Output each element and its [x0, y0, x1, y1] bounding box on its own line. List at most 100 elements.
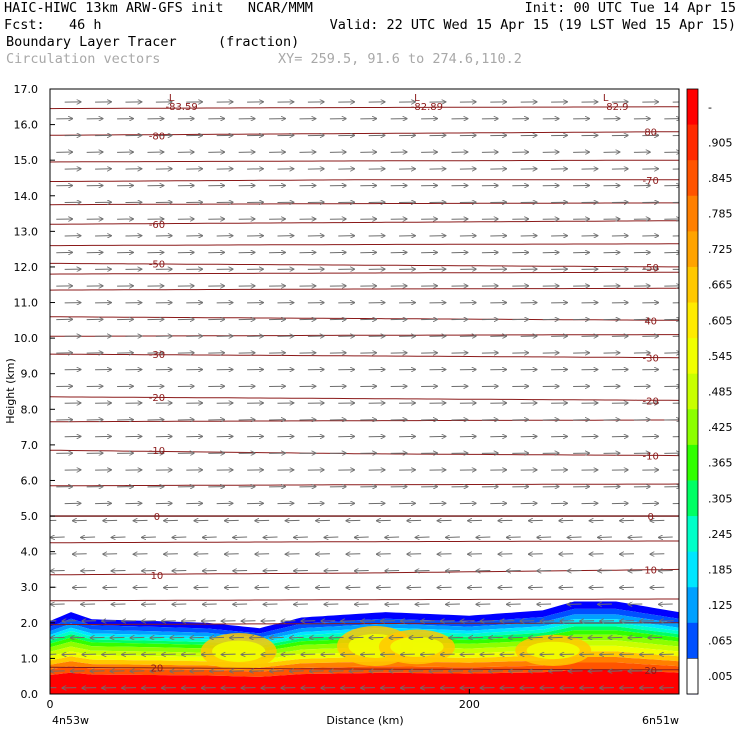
- contour-label-left: -50: [149, 259, 165, 270]
- contour--30: [50, 353, 679, 359]
- y-tick-label: 3.0: [21, 581, 39, 594]
- colorbar-swatch: [687, 373, 698, 410]
- colorbar-label: .125: [708, 599, 733, 612]
- contour-extra-1: [50, 598, 679, 602]
- contour-label-right: -20: [643, 396, 659, 407]
- colorbar-swatch: [687, 231, 698, 268]
- colorbar-label: .545: [708, 350, 733, 363]
- colorbar-swatch: [687, 338, 698, 375]
- colorbar-label: .065: [708, 635, 733, 648]
- colorbar-swatch: [687, 124, 698, 161]
- y-axis-label: Height (km): [4, 358, 17, 424]
- contour--20: [50, 396, 679, 401]
- y-tick-label: 13.0: [14, 225, 39, 238]
- contour-extra-5: [50, 334, 679, 337]
- contour-extra-9: [50, 202, 679, 206]
- colorbar-label: .665: [708, 279, 733, 292]
- x-axis-end-label: 6n51w: [642, 714, 679, 727]
- colorbar-label: .305: [708, 492, 733, 505]
- colorbar-label: .485: [708, 386, 733, 399]
- header-line1-right: Init: 00 UTC Tue 14 Apr 15: [524, 0, 736, 16]
- contour-labels: 20 20 10 10 0 0 -10 -10 -20 -20 -30 -30 40 -50 -50 -60 -…: [149, 128, 659, 677]
- colorbar-label: .425: [708, 421, 733, 434]
- y-tick-label: 11.0: [14, 297, 39, 310]
- colorbar-swatch: [687, 622, 698, 659]
- y-tick-label: 9.0: [21, 368, 39, 381]
- contour-extra-8: [50, 243, 679, 247]
- contour-label-left: -80: [149, 131, 165, 142]
- contour--80: [50, 131, 679, 136]
- colorbar-swatch: [687, 409, 698, 446]
- contour-extra-7: [50, 271, 679, 275]
- y-tick-label: 6.0: [21, 474, 39, 487]
- contour-label-left: -10: [149, 446, 165, 457]
- contour-label-right: -70: [643, 176, 659, 187]
- contour--60: [50, 220, 679, 225]
- colorbar-label: .605: [708, 314, 733, 327]
- contour-label-left: -60: [149, 220, 165, 231]
- colorbar-swatch-lowest: [686, 658, 699, 695]
- colorbar-swatch: [687, 587, 698, 624]
- colorbar-swatch: [687, 516, 698, 553]
- colorbar-label: .365: [708, 457, 733, 470]
- plot-frame: [49, 88, 680, 695]
- contour-label-right: 10: [644, 565, 657, 576]
- tracer-core-0: [212, 640, 266, 662]
- tracer-core-3: [526, 641, 580, 660]
- contour-extra-11: [50, 106, 679, 110]
- colorbar-swatch: [687, 480, 698, 517]
- y-tick-label: 4.0: [21, 546, 39, 559]
- contour-label-left: 0: [154, 512, 160, 523]
- contour-extra-10: [50, 159, 679, 163]
- y-tick-label: 5.0: [21, 510, 39, 523]
- x-tick-label: 0: [47, 698, 54, 711]
- x-axis-label: Distance (km): [326, 714, 403, 727]
- y-tick-label: 12.0: [14, 261, 39, 274]
- x-axis: 0 200: [47, 689, 480, 711]
- tracer-band-0: [50, 601, 679, 634]
- tracer-band-12: [50, 662, 679, 677]
- contour-extra-6: [50, 287, 679, 291]
- y-tick-label: 14.0: [14, 190, 39, 203]
- contour-label-right: 0: [648, 512, 654, 523]
- colorbar-label: .785: [708, 208, 733, 221]
- y-axis: 0.0 1.0 2.0 3.0 4.0 5.0 6.0 7.0 8.0 9.0 10.0 11.0 12…: [14, 83, 55, 701]
- header-line2-left: Fcst: 46 h: [4, 17, 102, 33]
- contour-label-right: -50: [643, 263, 659, 274]
- y-tick-label: 7.0: [21, 439, 39, 452]
- contour-extra-3: [50, 483, 679, 487]
- contour-label-right: -10: [643, 452, 659, 463]
- pressure-low-marker: L: [169, 93, 175, 104]
- pressure-low-value: -82.89: [411, 102, 443, 113]
- pressure-low-value: -82.9: [603, 102, 629, 113]
- contour-label-left: 10: [151, 571, 164, 582]
- contour-label-right: 80: [644, 128, 657, 139]
- contour-label-right: -30: [643, 354, 659, 365]
- pressure-lows: L-83.59L-82.89L-82.9: [165, 93, 628, 113]
- colorbar-swatch: [687, 266, 698, 304]
- colorbar-swatch: [687, 160, 698, 197]
- contour--70: [50, 179, 679, 182]
- chart-units: (fraction): [218, 34, 300, 50]
- colorbar-swatch: [687, 302, 698, 339]
- contour-label-left: 20: [151, 663, 164, 674]
- contour-label-left: -20: [149, 393, 165, 404]
- colorbar-swatch: [687, 551, 698, 588]
- colorbar-label: .185: [708, 563, 733, 576]
- colorbar-label: -: [708, 101, 712, 114]
- colorbar-label: .845: [708, 172, 733, 185]
- colorbar-label: .245: [708, 528, 733, 541]
- colorbar-label: .905: [708, 136, 733, 149]
- colorbar-swatch: [687, 444, 698, 481]
- y-tick-label: 0.0: [21, 688, 39, 701]
- y-tick-label: 17.0: [14, 83, 39, 96]
- vector-field-label: Circulation vectors: [6, 51, 161, 67]
- pressure-low-marker: L: [603, 93, 609, 104]
- tracer-core-2: [390, 636, 444, 657]
- header-line1-left: HAIC-HIWC 13km ARW-GFS init NCAR/MMM: [4, 0, 313, 16]
- y-tick-label: 15.0: [14, 154, 39, 167]
- contour-label-right: 40: [644, 316, 657, 327]
- contour-label-left: -30: [149, 350, 165, 361]
- x-tick-label: 200: [459, 698, 480, 711]
